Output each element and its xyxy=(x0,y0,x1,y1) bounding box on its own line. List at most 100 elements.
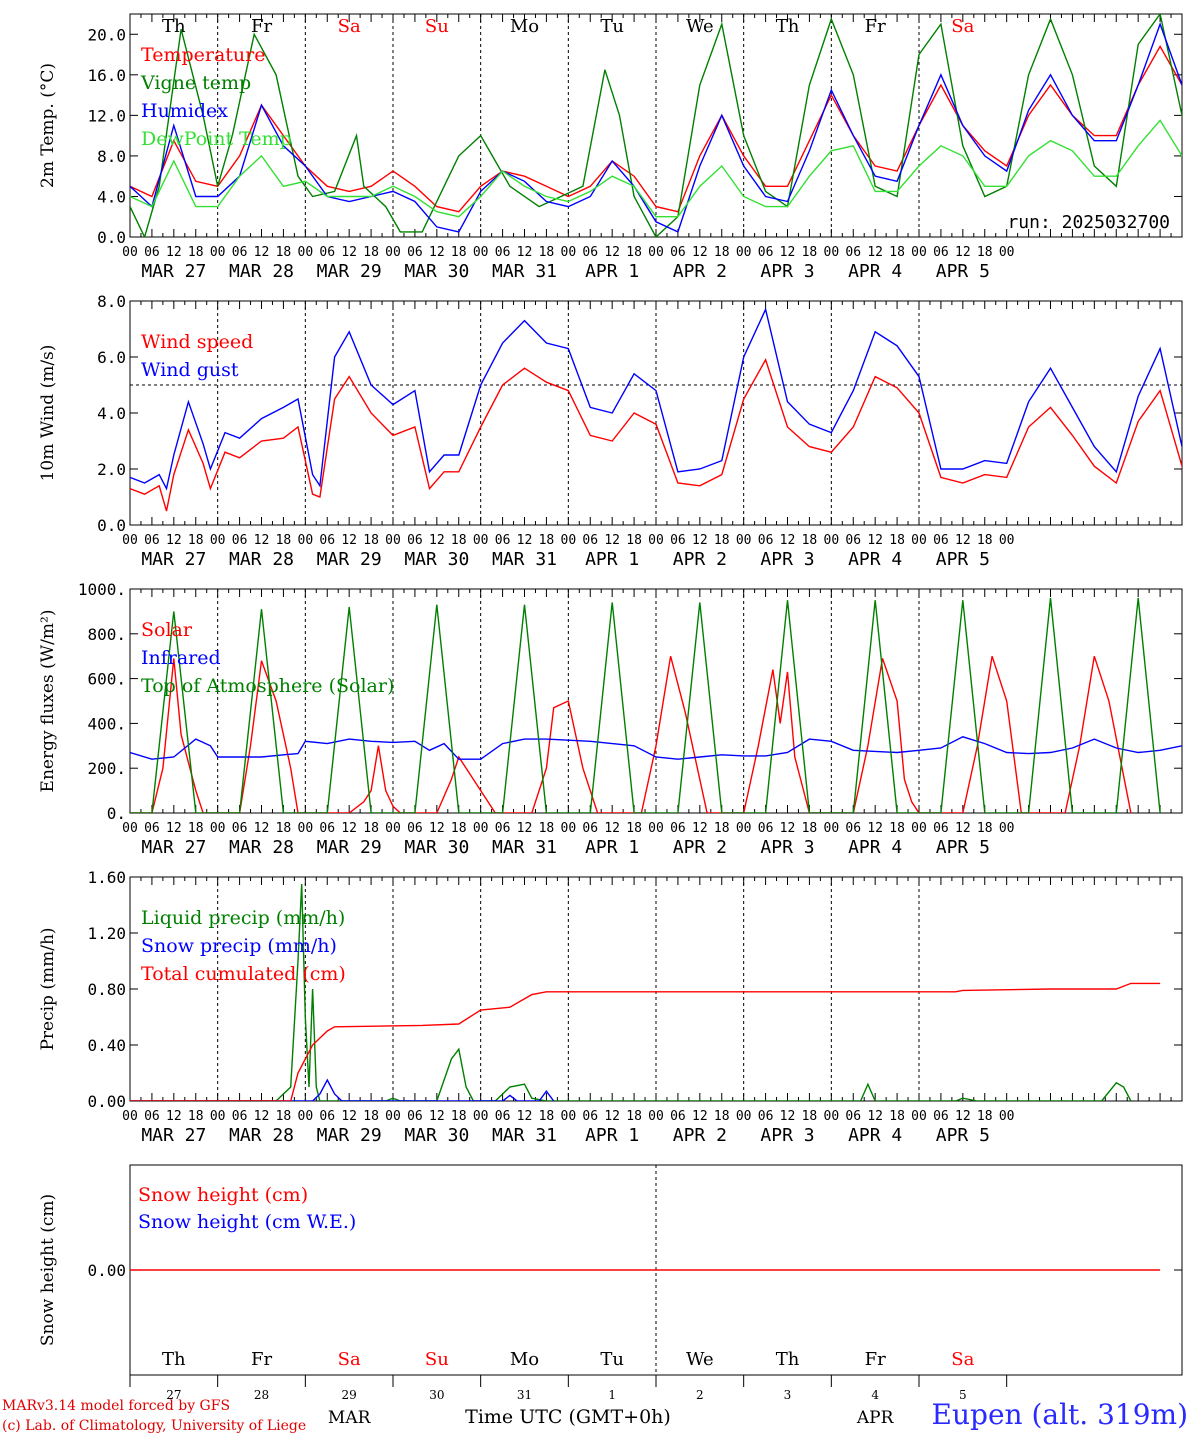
legend-entry: Snow height (cm) xyxy=(138,1184,308,1206)
y-tick-label: 4.0 xyxy=(97,187,126,206)
x-hour-label: 06 xyxy=(144,245,160,260)
x-hour-label: 00 xyxy=(298,1109,314,1124)
x-hour-label: 12 xyxy=(166,821,182,836)
x-hour-label: 06 xyxy=(845,245,861,260)
x-hour-label: 12 xyxy=(429,821,445,836)
weekday-label: Mo xyxy=(510,16,539,37)
x-hour-label: 00 xyxy=(999,1109,1015,1124)
lab-credit: (c) Lab. of Climatology, University of L… xyxy=(2,1418,307,1434)
x-hour-label: 18 xyxy=(276,821,292,836)
x-date-label: MAR 31 xyxy=(492,549,557,570)
x-date-label: APR 1 xyxy=(585,837,639,858)
x-hour-label: 18 xyxy=(188,1109,204,1124)
x-date-label: MAR 29 xyxy=(317,549,382,570)
x-hour-label: 00 xyxy=(122,245,138,260)
weekday-label: Sa xyxy=(951,16,974,37)
x-hour-label: 06 xyxy=(758,245,774,260)
y-tick-label: 2.0 xyxy=(97,460,126,479)
x-hour-label: 18 xyxy=(363,245,379,260)
weekday-label: Th xyxy=(776,1349,800,1370)
x-hour-label: 00 xyxy=(824,533,840,548)
x-date-label: MAR 31 xyxy=(492,1125,557,1146)
x-date-label: MAR 29 xyxy=(317,261,382,282)
x-hour-label: 18 xyxy=(889,821,905,836)
x-hour-label: 18 xyxy=(889,1109,905,1124)
x-hour-label: 06 xyxy=(933,821,949,836)
x-hour-label: 00 xyxy=(122,533,138,548)
x-hour-label: 12 xyxy=(429,245,445,260)
legend-entry: Liquid precip (mm/h) xyxy=(141,907,345,929)
y-tick-label: 6.0 xyxy=(97,348,126,367)
x-hour-label: 00 xyxy=(648,245,664,260)
x-date-label: MAR 29 xyxy=(317,1125,382,1146)
x-date-label: MAR 31 xyxy=(492,261,557,282)
x-hour-label: 18 xyxy=(889,533,905,548)
x-hour-label: 00 xyxy=(911,1109,927,1124)
x-date-label: MAR 27 xyxy=(141,549,206,570)
x-date-label: APR 5 xyxy=(936,1125,990,1146)
weekday-label: We xyxy=(686,16,714,37)
x-axis-title: Time UTC (GMT+0h) xyxy=(465,1406,671,1428)
x-hour-label: 00 xyxy=(473,1109,489,1124)
x-hour-label: 06 xyxy=(495,1109,511,1124)
x-day-number: 31 xyxy=(517,1388,532,1402)
x-hour-label: 00 xyxy=(999,533,1015,548)
x-hour-label: 00 xyxy=(911,821,927,836)
x-date-label: APR 2 xyxy=(673,549,727,570)
y-tick-label: 400. xyxy=(87,714,126,733)
weekday-label: Su xyxy=(425,1349,449,1370)
x-hour-label: 12 xyxy=(692,1109,708,1124)
x-day-number: 2 xyxy=(696,1388,704,1402)
x-hour-label: 12 xyxy=(166,1109,182,1124)
x-hour-label: 18 xyxy=(802,245,818,260)
x-hour-label: 00 xyxy=(298,821,314,836)
weekday-label: Fr xyxy=(865,16,886,37)
legend-entry: Snow height (cm W.E.) xyxy=(138,1211,356,1233)
x-hour-label: 06 xyxy=(933,245,949,260)
x-hour-label: 18 xyxy=(188,821,204,836)
legend-entry: Top of Atmosphere (Solar) xyxy=(141,675,394,697)
x-hour-label: 00 xyxy=(648,821,664,836)
x-hour-label: 00 xyxy=(736,1109,752,1124)
x-date-label: APR 3 xyxy=(760,837,814,858)
x-hour-label: 18 xyxy=(626,245,642,260)
weekday-label: Th xyxy=(776,16,800,37)
x-hour-label: 12 xyxy=(955,821,971,836)
x-date-label: MAR 28 xyxy=(229,261,294,282)
x-date-label: APR 4 xyxy=(848,1125,902,1146)
x-date-label: MAR 27 xyxy=(141,1125,206,1146)
x-hour-label: 12 xyxy=(166,245,182,260)
x-hour-label: 06 xyxy=(670,533,686,548)
y-tick-label: 0.00 xyxy=(87,1092,126,1111)
x-date-label: MAR 27 xyxy=(141,837,206,858)
series-line-wind-speed xyxy=(130,358,1182,512)
x-hour-label: 00 xyxy=(648,533,664,548)
x-hour-label: 00 xyxy=(561,821,577,836)
x-hour-label: 18 xyxy=(889,245,905,260)
series-line-infrared xyxy=(130,736,1182,760)
legend-entry: Humidex xyxy=(141,100,228,122)
legend-entry: Wind gust xyxy=(141,359,239,381)
x-hour-label: 00 xyxy=(824,245,840,260)
x-hour-label: 12 xyxy=(692,533,708,548)
x-date-label: MAR 30 xyxy=(404,549,469,570)
weekday-label: Th xyxy=(162,1349,186,1370)
y-tick-label: 600. xyxy=(87,670,126,689)
x-hour-label: 06 xyxy=(758,1109,774,1124)
x-hour-label: 18 xyxy=(539,1109,555,1124)
x-date-label: APR 4 xyxy=(848,837,902,858)
x-hour-label: 06 xyxy=(582,821,598,836)
x-hour-label: 12 xyxy=(955,1109,971,1124)
x-hour-label: 18 xyxy=(363,1109,379,1124)
y-tick-label: 0.00 xyxy=(87,1261,126,1280)
x-hour-label: 12 xyxy=(867,245,883,260)
x-hour-label: 12 xyxy=(604,1109,620,1124)
x-day-number: 27 xyxy=(166,1388,181,1402)
x-hour-label: 06 xyxy=(845,1109,861,1124)
x-hour-label: 18 xyxy=(977,533,993,548)
series-line-wind-gust xyxy=(130,307,1182,491)
x-hour-label: 00 xyxy=(736,245,752,260)
y-tick-label: 0.0 xyxy=(97,228,126,247)
x-hour-label: 18 xyxy=(714,533,730,548)
x-hour-label: 06 xyxy=(319,821,335,836)
